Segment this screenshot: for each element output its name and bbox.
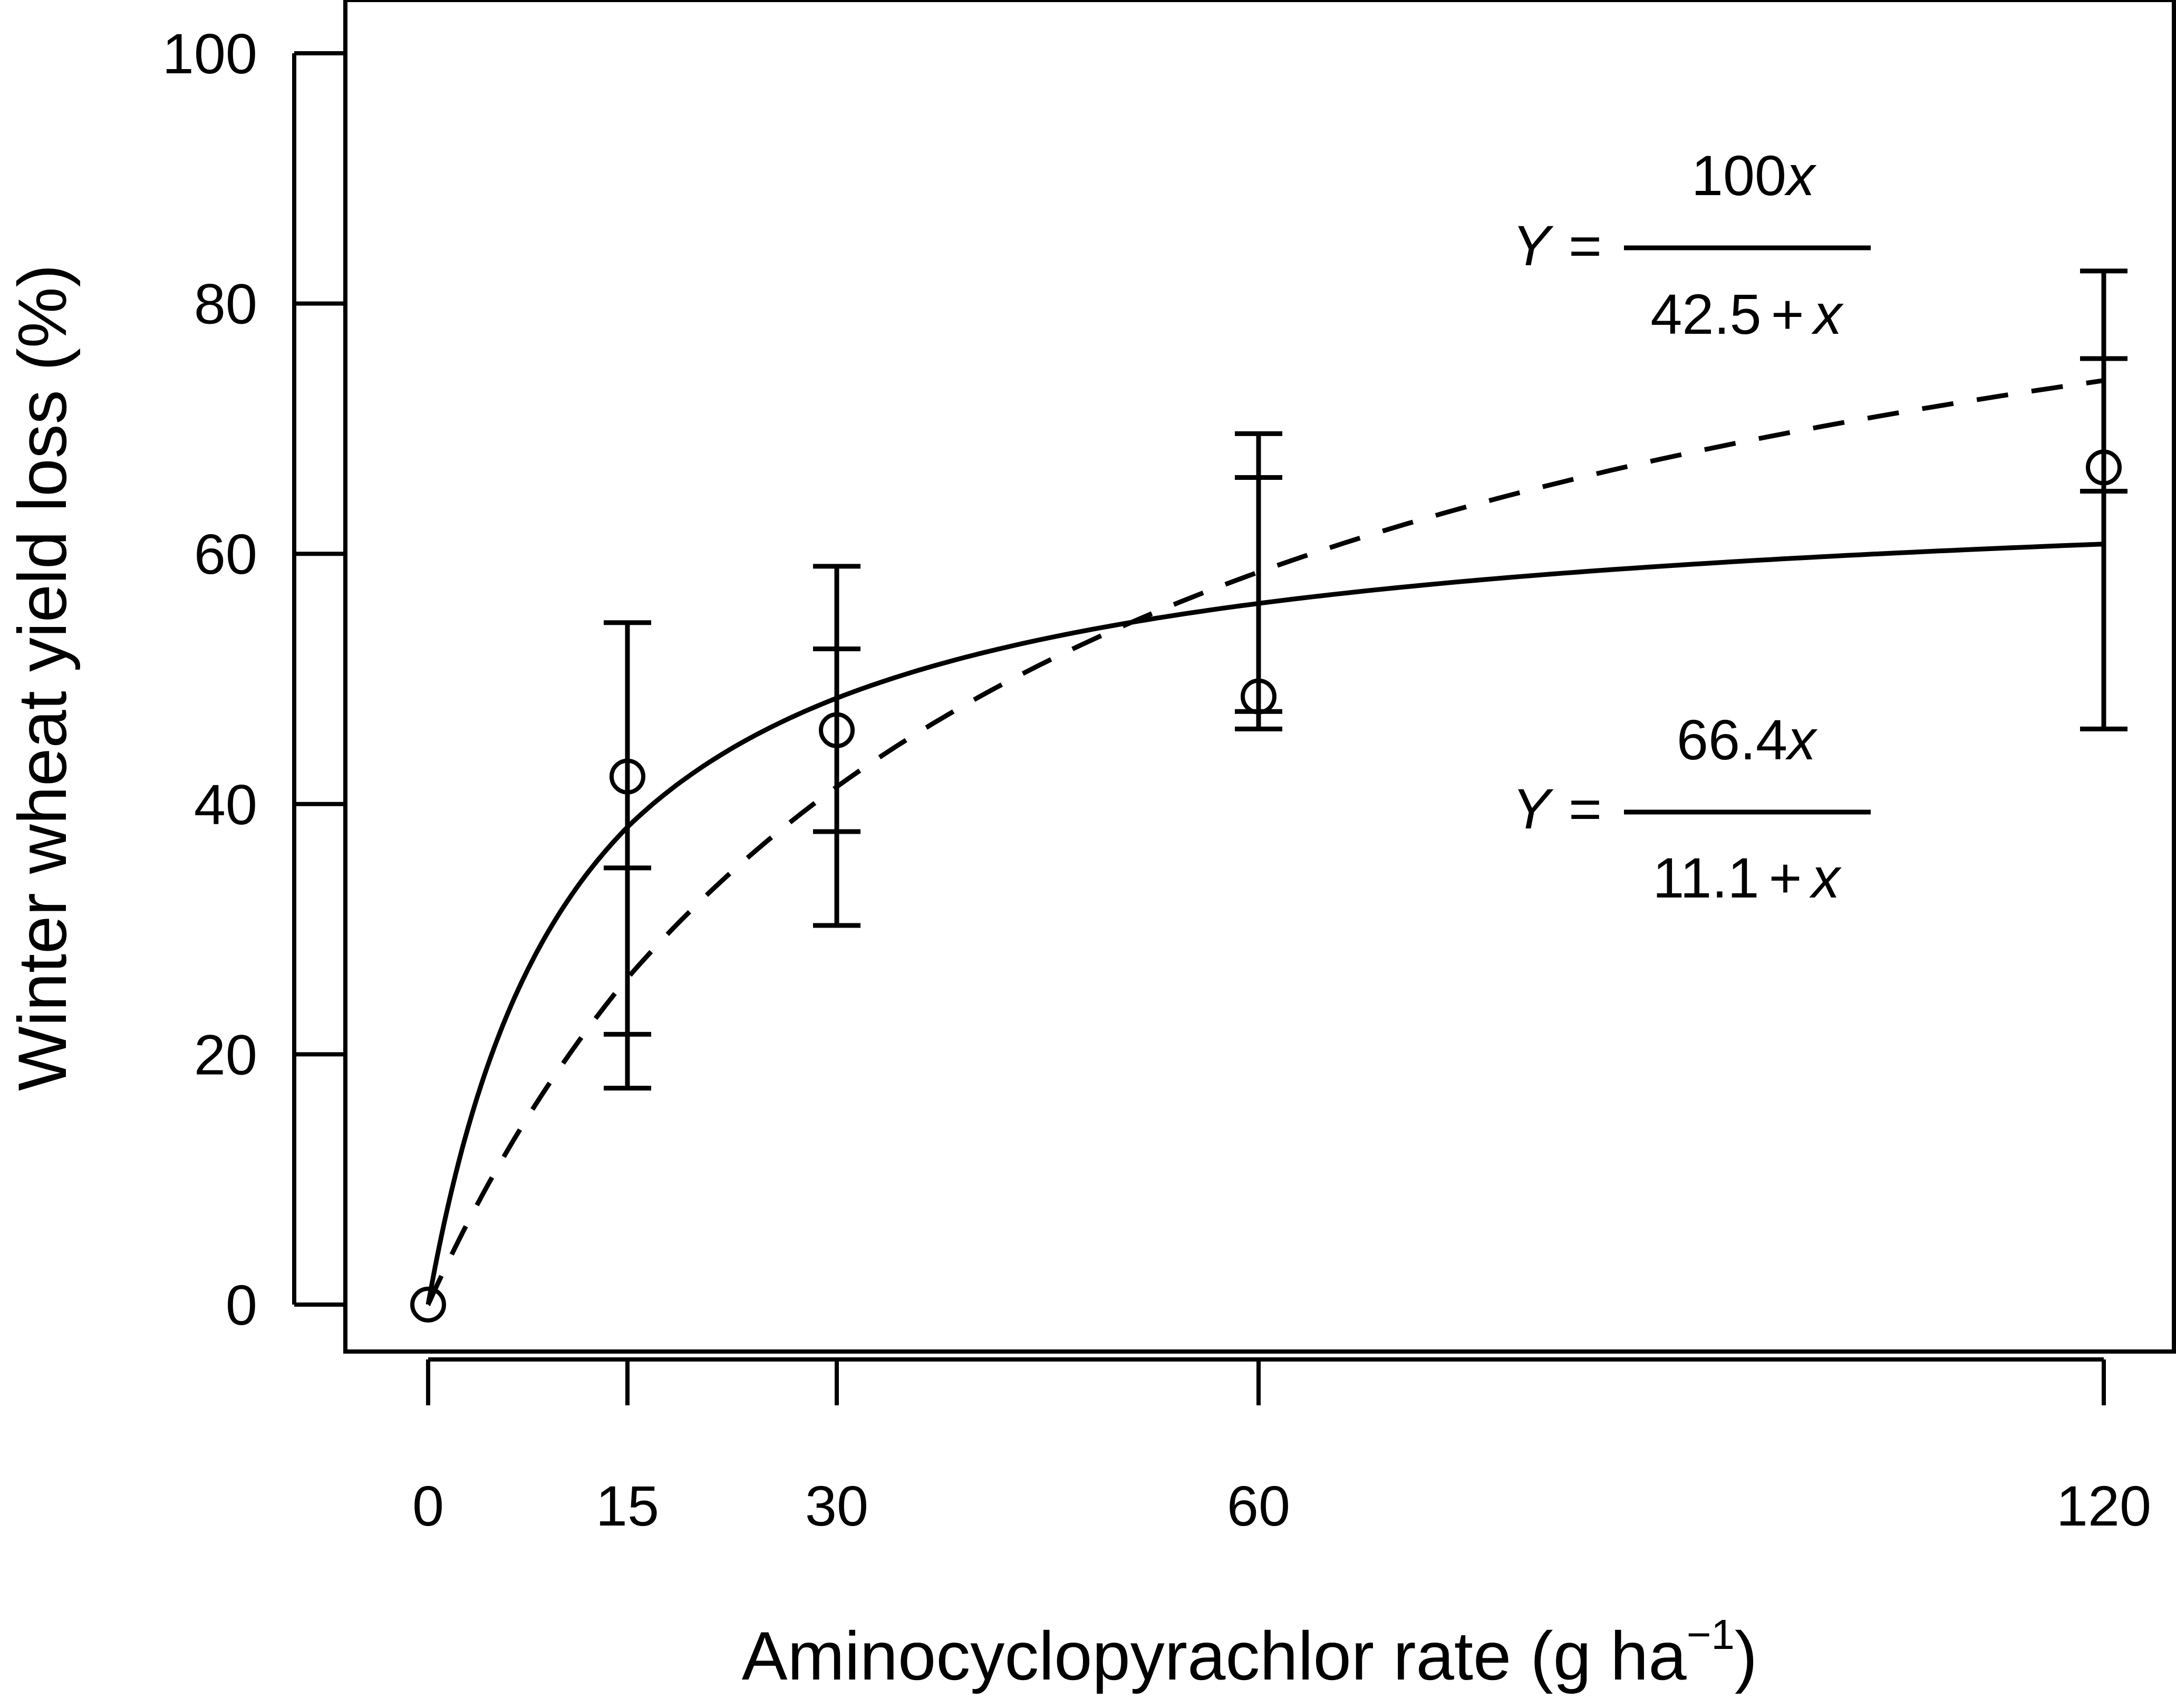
equation-lhs: Y	[1512, 777, 1554, 841]
x-tick-label: 0	[412, 1474, 444, 1538]
x-axis-title-text: Aminocyclopyrachlor rate (g ha	[742, 1617, 1687, 1694]
x-tick-label: 15	[596, 1474, 659, 1538]
plot-frame	[343, 0, 2176, 1354]
equation-denominator-operator: +	[1769, 846, 1802, 910]
equation-lhs: Y	[1512, 214, 1554, 277]
x-axis-title-superscript: −1	[1687, 1611, 1735, 1658]
equation-denominator-operator: +	[1771, 282, 1804, 346]
equation-numerator-value: 100	[1691, 143, 1786, 207]
equation-denominator: 42.5 + x	[1650, 282, 1844, 346]
x-axis: 0 15 30 60 120	[412, 1357, 2151, 1538]
equation-denominator-variable: x	[1811, 282, 1844, 346]
data-points	[410, 449, 2122, 1323]
data-point	[410, 1287, 446, 1323]
equation-denominator-variable: x	[1809, 846, 1842, 910]
x-axis-title-close: )	[1735, 1617, 1757, 1694]
x-tick-label: 60	[1227, 1474, 1290, 1538]
x-axis-title: Aminocyclopyrachlor rate (g ha−1)	[742, 1611, 1757, 1694]
equation-numerator-variable: x	[1785, 708, 1818, 771]
data-point	[2086, 449, 2122, 486]
y-axis: 0 20 40 60 80 100	[162, 22, 345, 1337]
series-dashed-curve	[425, 378, 2104, 1307]
equation-numerator: 66.4x	[1677, 708, 1818, 771]
x-tick-label: 120	[2056, 1474, 2151, 1538]
data-point	[1241, 678, 1276, 715]
equation-dashed: Y = 100x 42.5 + x	[1512, 143, 1871, 346]
y-tick-label: 100	[162, 22, 257, 85]
equation-numerator: 100x	[1691, 143, 1817, 207]
y-tick-label: 80	[194, 272, 257, 336]
equation-numerator-variable: x	[1784, 143, 1817, 207]
equation-denominator: 11.1 + x	[1652, 846, 1842, 910]
data-point	[610, 758, 645, 795]
error-bars	[604, 268, 2127, 1091]
equation-denominator-value: 11.1	[1652, 846, 1759, 910]
y-axis-title: Winter wheat yield loss (%)	[4, 264, 81, 1091]
equation-equals: =	[1569, 214, 1602, 277]
data-point	[819, 712, 855, 748]
equation-numerator-value: 66.4	[1677, 708, 1787, 771]
equation-solid: Y = 66.4x 11.1 + x	[1512, 708, 1871, 910]
equation-denominator-value: 42.5	[1650, 282, 1761, 346]
y-tick-label: 0	[226, 1273, 257, 1337]
equation-equals: =	[1569, 777, 1602, 841]
x-tick-label: 30	[805, 1474, 868, 1538]
y-tick-label: 20	[194, 1022, 257, 1086]
y-tick-label: 60	[194, 522, 257, 586]
y-tick-label: 40	[194, 773, 257, 836]
